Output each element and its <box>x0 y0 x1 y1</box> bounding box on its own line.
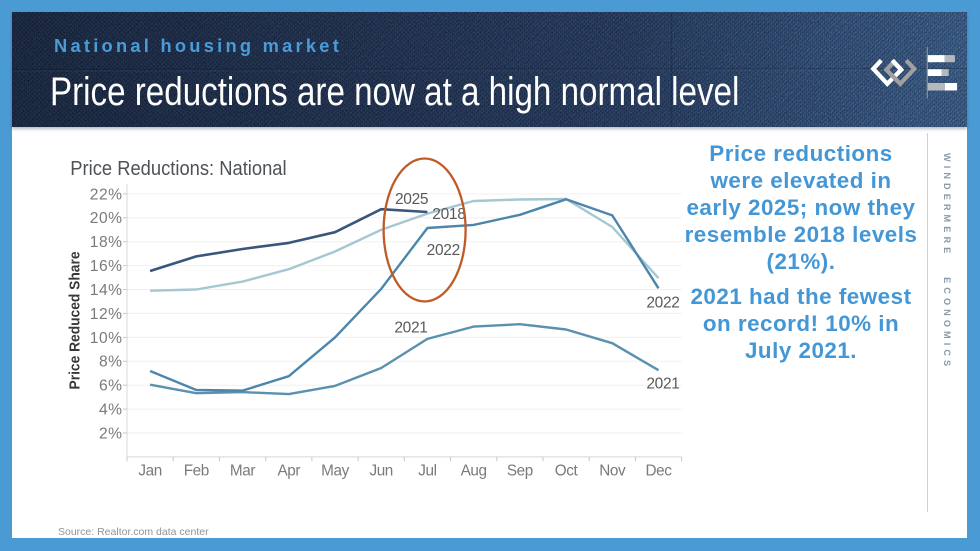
svg-text:8%: 8% <box>99 354 123 371</box>
svg-text:May: May <box>321 463 349 480</box>
svg-text:Aug: Aug <box>461 463 487 480</box>
svg-text:Dec: Dec <box>645 463 672 480</box>
svg-text:4%: 4% <box>99 402 123 419</box>
svg-text:2021: 2021 <box>394 320 427 337</box>
svg-text:18%: 18% <box>90 234 123 251</box>
svg-text:Jan: Jan <box>138 463 161 480</box>
svg-text:2025: 2025 <box>395 191 428 208</box>
svg-text:2021: 2021 <box>646 376 679 393</box>
svg-text:12%: 12% <box>90 306 123 323</box>
svg-text:Feb: Feb <box>184 463 209 480</box>
svg-text:10%: 10% <box>90 330 123 347</box>
svg-text:Apr: Apr <box>277 463 300 480</box>
svg-text:22%: 22% <box>90 186 123 203</box>
svg-text:Sep: Sep <box>507 463 533 480</box>
svg-text:2022: 2022 <box>646 295 679 312</box>
svg-text:20%: 20% <box>90 210 123 227</box>
svg-text:Nov: Nov <box>599 463 626 480</box>
svg-text:Mar: Mar <box>230 463 255 480</box>
svg-text:Price Reduced Share: Price Reduced Share <box>68 252 84 390</box>
svg-text:Oct: Oct <box>555 463 579 480</box>
svg-text:2%: 2% <box>99 425 123 442</box>
svg-text:2018: 2018 <box>432 206 465 223</box>
svg-text:Jul: Jul <box>418 463 436 480</box>
svg-text:2022: 2022 <box>427 242 460 259</box>
svg-text:Price Reductions: National: Price Reductions: National <box>70 158 286 180</box>
svg-text:6%: 6% <box>99 378 123 395</box>
svg-text:Jun: Jun <box>369 463 392 480</box>
svg-text:14%: 14% <box>90 282 123 299</box>
svg-text:16%: 16% <box>90 258 123 275</box>
